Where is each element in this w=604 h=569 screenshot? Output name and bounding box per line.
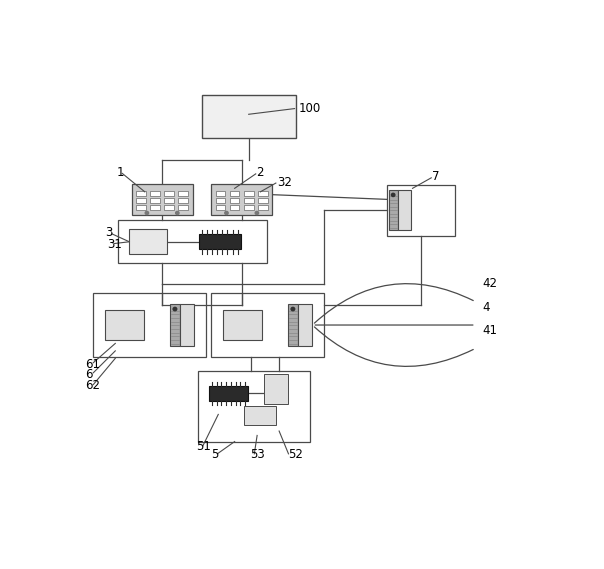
Circle shape <box>255 212 259 215</box>
FancyBboxPatch shape <box>230 191 239 196</box>
Text: 7: 7 <box>432 171 440 183</box>
FancyBboxPatch shape <box>397 190 411 230</box>
Text: 1: 1 <box>117 166 124 179</box>
Text: 32: 32 <box>277 176 292 189</box>
FancyBboxPatch shape <box>230 205 239 210</box>
Text: 31: 31 <box>108 238 122 251</box>
FancyArrowPatch shape <box>315 283 474 323</box>
FancyBboxPatch shape <box>223 310 262 340</box>
Circle shape <box>391 193 395 196</box>
Text: 51: 51 <box>196 440 211 453</box>
Circle shape <box>173 307 177 311</box>
Text: 2: 2 <box>255 166 263 179</box>
FancyBboxPatch shape <box>178 199 188 203</box>
Text: 42: 42 <box>483 277 498 290</box>
FancyBboxPatch shape <box>244 406 276 425</box>
FancyBboxPatch shape <box>164 199 174 203</box>
FancyBboxPatch shape <box>136 205 146 210</box>
Circle shape <box>225 212 228 215</box>
Circle shape <box>176 212 179 215</box>
FancyBboxPatch shape <box>178 191 188 196</box>
FancyBboxPatch shape <box>216 199 225 203</box>
Circle shape <box>291 307 295 311</box>
FancyBboxPatch shape <box>202 94 295 138</box>
FancyBboxPatch shape <box>210 386 248 401</box>
FancyBboxPatch shape <box>258 199 268 203</box>
Text: 100: 100 <box>299 102 321 115</box>
Text: 61: 61 <box>85 357 100 370</box>
Text: 5: 5 <box>211 448 219 461</box>
Text: 3: 3 <box>105 226 112 239</box>
FancyBboxPatch shape <box>170 304 180 346</box>
FancyBboxPatch shape <box>230 199 239 203</box>
Text: 41: 41 <box>483 324 498 337</box>
FancyBboxPatch shape <box>129 229 167 254</box>
FancyBboxPatch shape <box>150 205 160 210</box>
FancyBboxPatch shape <box>106 310 144 340</box>
Text: 4: 4 <box>483 300 490 314</box>
FancyBboxPatch shape <box>216 205 225 210</box>
FancyBboxPatch shape <box>288 304 298 346</box>
Circle shape <box>145 212 149 215</box>
Text: 53: 53 <box>249 448 265 461</box>
FancyBboxPatch shape <box>180 304 194 346</box>
FancyBboxPatch shape <box>178 205 188 210</box>
Text: 52: 52 <box>289 448 303 461</box>
FancyBboxPatch shape <box>164 205 174 210</box>
FancyBboxPatch shape <box>199 234 241 249</box>
Text: 6: 6 <box>85 369 92 381</box>
FancyBboxPatch shape <box>216 191 225 196</box>
FancyBboxPatch shape <box>258 205 268 210</box>
FancyBboxPatch shape <box>136 199 146 203</box>
FancyBboxPatch shape <box>132 184 193 216</box>
FancyBboxPatch shape <box>150 199 160 203</box>
FancyBboxPatch shape <box>164 191 174 196</box>
Text: 62: 62 <box>85 380 100 393</box>
FancyBboxPatch shape <box>136 191 146 196</box>
FancyBboxPatch shape <box>388 190 397 230</box>
FancyBboxPatch shape <box>244 205 254 210</box>
FancyBboxPatch shape <box>150 191 160 196</box>
FancyBboxPatch shape <box>244 199 254 203</box>
FancyBboxPatch shape <box>298 304 312 346</box>
FancyBboxPatch shape <box>244 191 254 196</box>
FancyBboxPatch shape <box>258 191 268 196</box>
FancyBboxPatch shape <box>264 374 288 404</box>
FancyArrowPatch shape <box>315 327 474 366</box>
FancyBboxPatch shape <box>211 184 272 216</box>
